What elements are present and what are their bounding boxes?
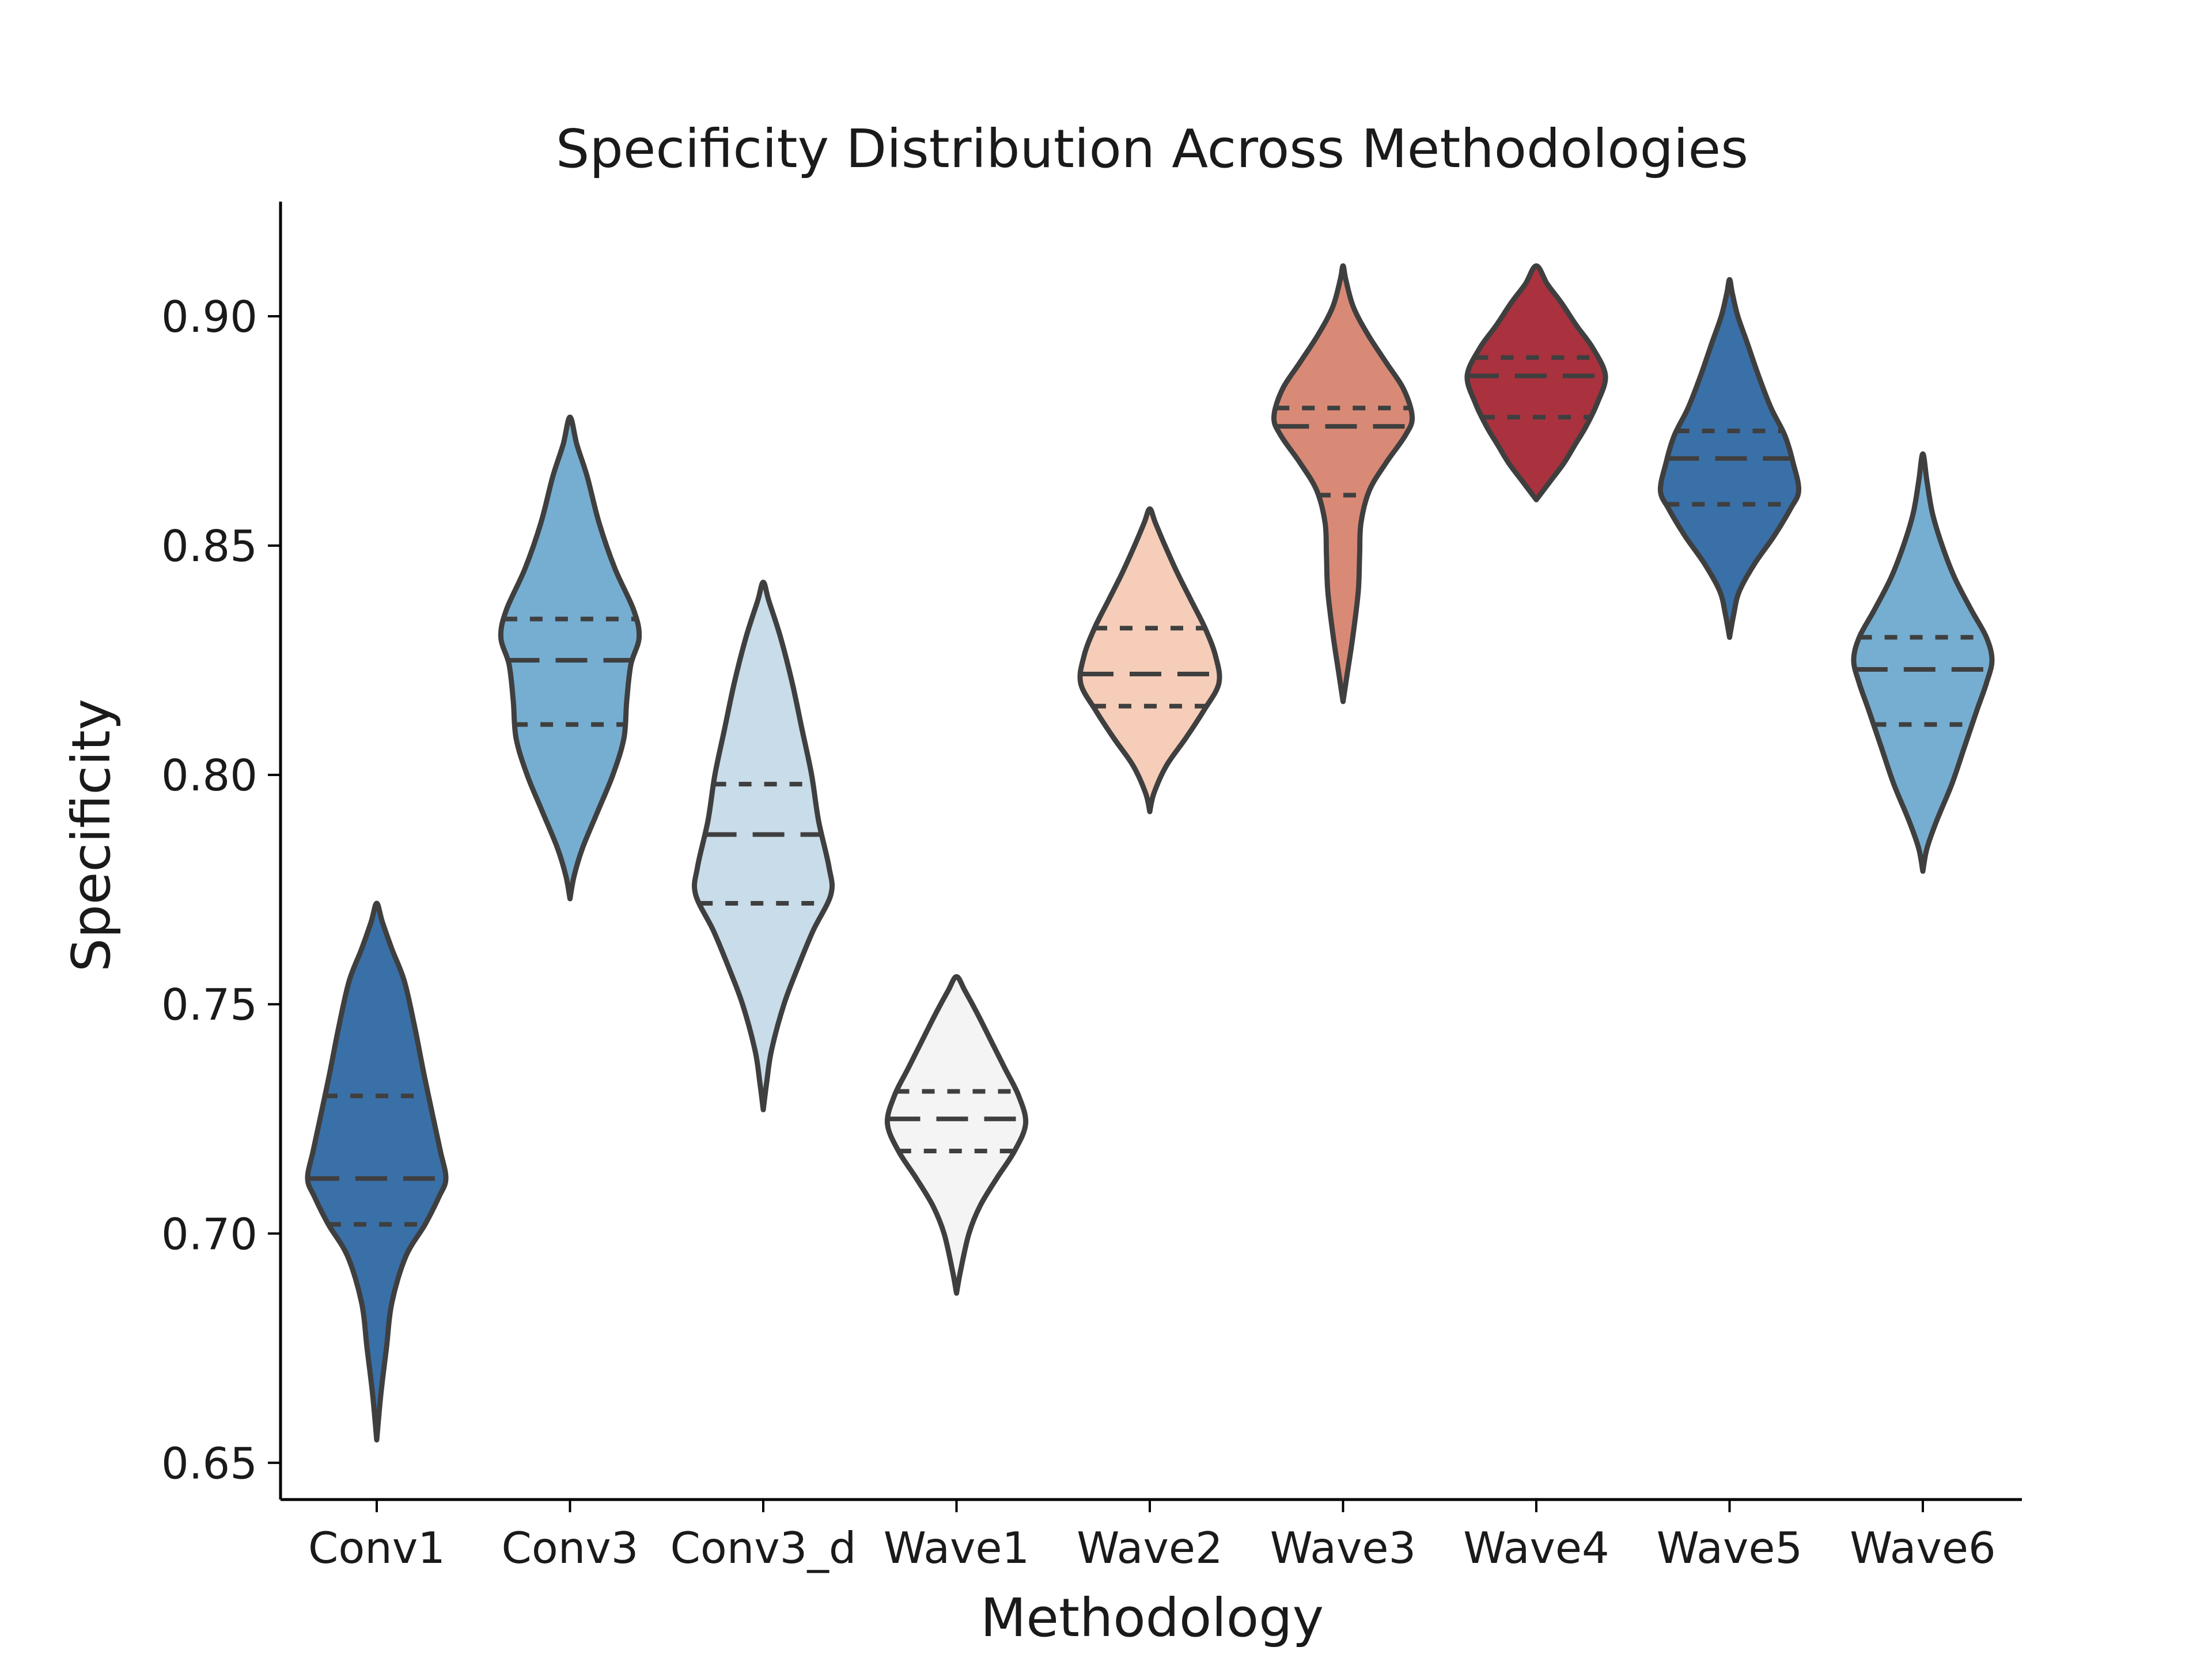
- y-tick-label: 0.75: [161, 979, 257, 1030]
- violin-wave6: [1851, 451, 1995, 874]
- violin-body: [1271, 263, 1415, 705]
- y-axis-title: Specificity: [60, 699, 122, 972]
- x-tick-label: Wave2: [1077, 1523, 1223, 1573]
- violin-body: [692, 580, 835, 1112]
- y-tick-label: 0.90: [161, 291, 257, 342]
- y-tick-label: 0.80: [161, 750, 257, 801]
- violin-wave5: [1657, 277, 1802, 640]
- x-tick-label: Wave5: [1657, 1523, 1803, 1573]
- x-tick-label: Conv1: [308, 1523, 445, 1573]
- violin-wave3: [1271, 263, 1415, 705]
- y-tick-label: 0.70: [161, 1209, 257, 1259]
- violin-wave1: [884, 974, 1029, 1296]
- violin-body: [1464, 263, 1608, 502]
- violin-wave4: [1464, 263, 1608, 502]
- x-axis-title: Methodology: [980, 1587, 1324, 1649]
- x-tick-label: Wave1: [884, 1523, 1030, 1573]
- x-tick-label: Wave3: [1270, 1523, 1416, 1573]
- violin-body: [1077, 506, 1222, 815]
- violin-conv3-d: [692, 580, 835, 1112]
- violin-wave2: [1077, 506, 1222, 815]
- x-tick-label: Wave6: [1850, 1523, 1996, 1573]
- x-tick-label: Wave4: [1463, 1523, 1609, 1573]
- violin-body: [884, 974, 1029, 1296]
- violins: [305, 263, 1995, 1443]
- x-tick-label: Conv3_d: [671, 1523, 857, 1573]
- y-tick-label: 0.65: [161, 1438, 257, 1489]
- violin-conv1: [305, 900, 449, 1443]
- y-tick-label: 0.85: [161, 521, 257, 571]
- chart-title: Specificity Distribution Across Methodol…: [556, 118, 1748, 180]
- x-tick-label: Conv3: [502, 1523, 639, 1573]
- axes: 0.65 0.70 0.75 0.80 0.85 0.90 Conv1 Conv3 Conv3_…: [161, 202, 2022, 1573]
- violin-conv3: [498, 414, 642, 902]
- violin-body: [305, 900, 449, 1443]
- violin-body: [1851, 451, 1995, 874]
